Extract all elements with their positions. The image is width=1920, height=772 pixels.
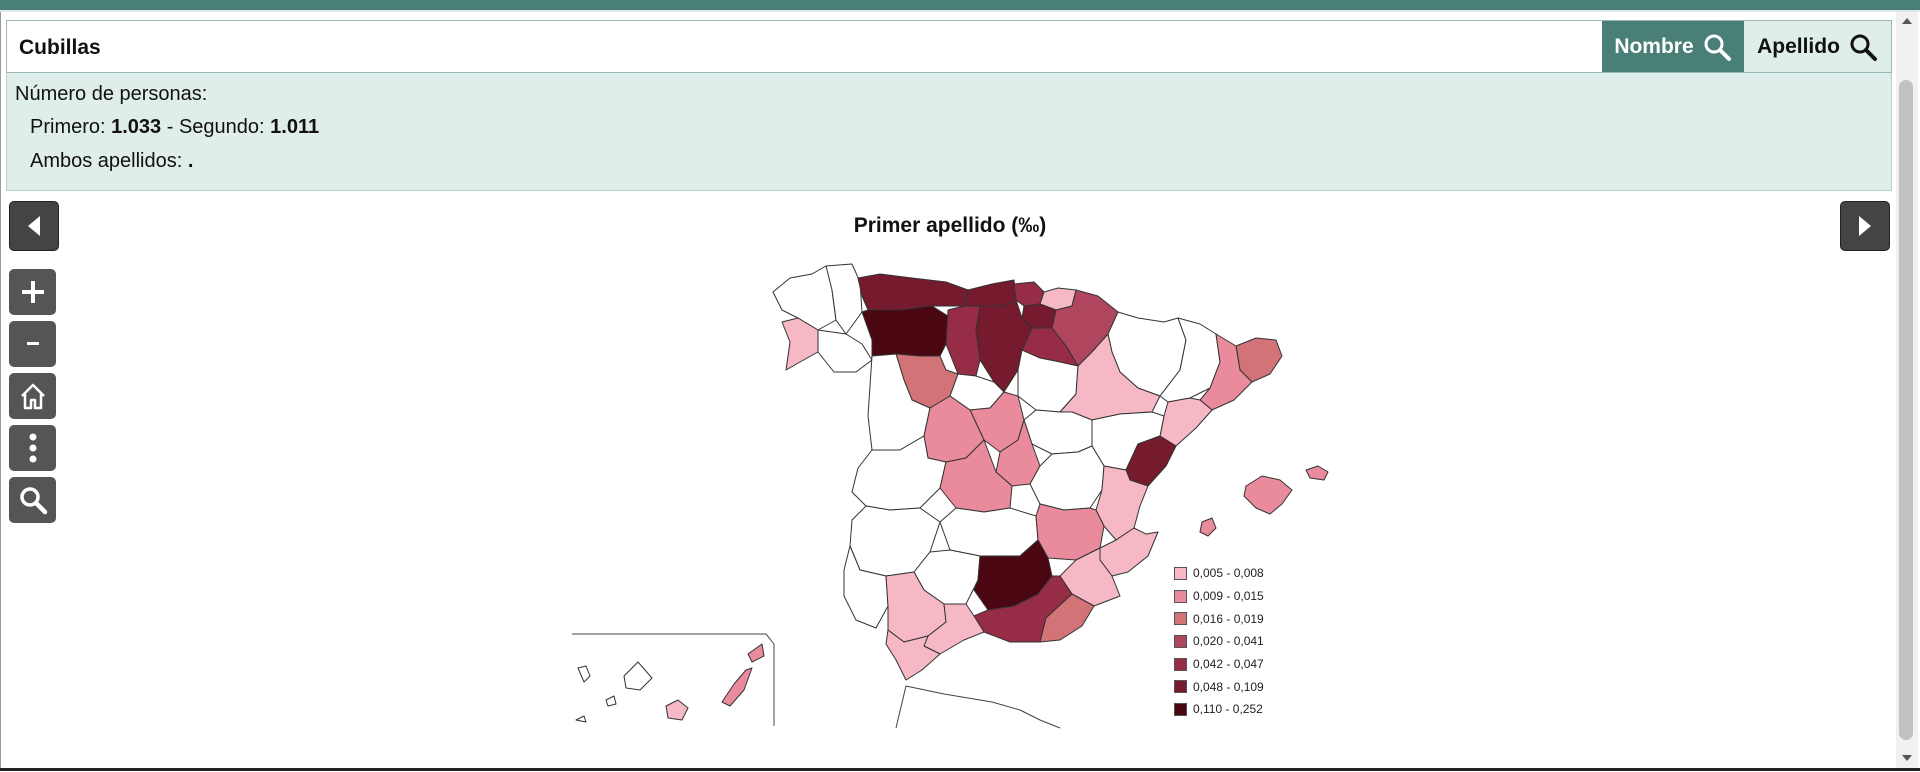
top-accent-bar (0, 0, 1920, 10)
nombre-search-button[interactable]: Nombre (1602, 21, 1744, 72)
legend-label: 0,042 - 0,047 (1193, 657, 1264, 672)
legend-swatch (1174, 657, 1187, 671)
legend-swatch (1174, 566, 1187, 580)
zoom-in-button[interactable] (9, 269, 56, 315)
zoom-out-button[interactable] (9, 321, 56, 367)
legend-item: 0,042 - 0,047 (1174, 653, 1264, 676)
legend-item: 0,005 - 0,008 (1174, 562, 1264, 585)
search-icon (19, 487, 47, 515)
ambos-value: . (187, 150, 194, 172)
map-search-button[interactable] (9, 477, 56, 523)
legend-item: 0,020 - 0,041 (1174, 630, 1264, 653)
segundo-label: - Segundo: (161, 116, 271, 138)
map-title: Primer apellido (‰) (853, 214, 1047, 237)
legend-item: 0,016 - 0,019 (1174, 607, 1264, 630)
primero-label: Primero: (30, 116, 112, 138)
legend-label: 0,020 - 0,041 (1193, 634, 1264, 649)
legend-label: 0,048 - 0,109 (1193, 679, 1264, 694)
results-info-panel: Número de personas: Primero: 1.033 - Seg… (6, 73, 1892, 191)
legend-swatch (1174, 634, 1187, 648)
legend-label: 0,016 - 0,019 (1193, 611, 1264, 626)
next-map-button[interactable] (1840, 201, 1890, 251)
info-title: Número de personas: (15, 83, 208, 105)
previous-map-button[interactable] (9, 201, 59, 251)
scrollbar-thumb[interactable] (1899, 80, 1913, 740)
legend-item: 0,009 - 0,015 (1174, 585, 1264, 608)
segundo-value: 1.011 (270, 116, 320, 138)
arrow-right-icon (1859, 216, 1871, 236)
arrow-left-icon (28, 216, 40, 236)
search-icon (1704, 34, 1731, 61)
surname-search-input[interactable] (17, 21, 1601, 74)
search-icon (1850, 34, 1877, 61)
map-legend: 0,005 - 0,008 0,009 - 0,015 0,016 - 0,019 0… (1174, 562, 1264, 721)
info-both-line: Ambos apellidos: . (30, 150, 193, 173)
top-accent-strip (0, 10, 1920, 12)
more-options-button[interactable] (9, 425, 56, 471)
plus-icon (21, 281, 44, 303)
home-view-button[interactable] (9, 373, 56, 419)
scroll-up-icon[interactable] (1901, 16, 1913, 26)
home-icon (20, 383, 45, 410)
legend-swatch (1174, 680, 1187, 694)
legend-label: 0,110 - 0,252 (1193, 702, 1263, 717)
legend-swatch (1174, 702, 1187, 716)
search-bar: Nombre Apellido (6, 20, 1892, 74)
legend-item: 0,110 - 0,252 (1174, 698, 1264, 721)
legend-swatch (1174, 612, 1187, 626)
nombre-button-label: Nombre (1614, 34, 1694, 58)
content-frame (0, 12, 1897, 770)
apellido-button-label: Apellido (1757, 34, 1840, 58)
info-counts-line: Primero: 1.033 - Segundo: 1.011 (30, 116, 319, 139)
scroll-down-icon[interactable] (1901, 753, 1913, 763)
bottom-border (0, 768, 1920, 771)
apellido-search-button[interactable]: Apellido (1744, 21, 1891, 72)
ambos-label: Ambos apellidos: (30, 150, 188, 172)
legend-label: 0,005 - 0,008 (1193, 566, 1264, 581)
legend-item: 0,048 - 0,109 (1174, 675, 1264, 698)
more-vertical-icon (29, 433, 36, 463)
primero-value: 1.033 (111, 116, 162, 138)
legend-label: 0,009 - 0,015 (1193, 589, 1264, 604)
legend-swatch (1174, 589, 1187, 603)
minus-icon (26, 342, 39, 345)
